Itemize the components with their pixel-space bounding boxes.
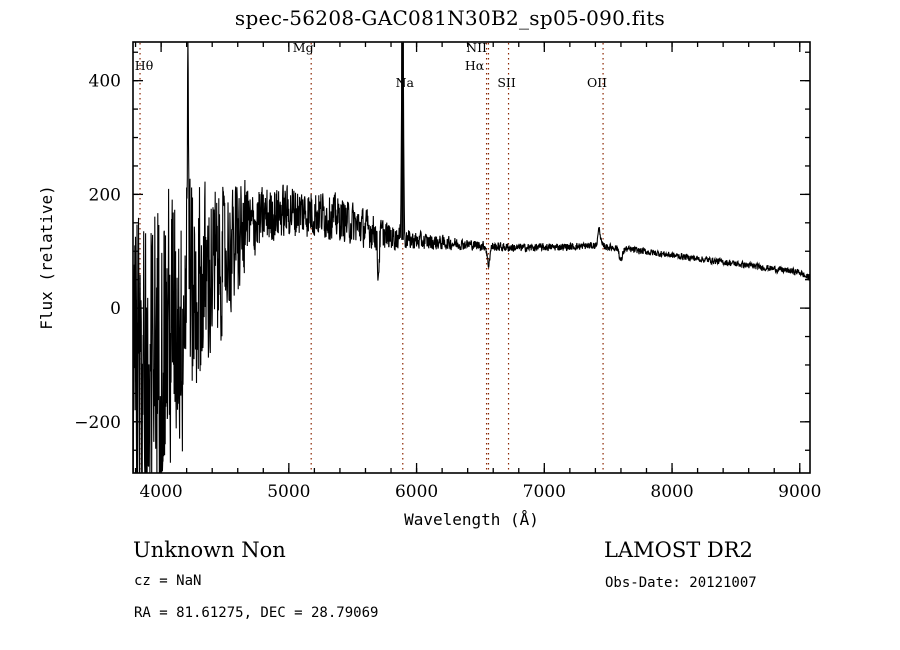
obs-date-text: Obs-Date: 20121007 (605, 575, 757, 591)
spectral-line-label-Hθ: Hθ (135, 58, 153, 73)
object-class-text: Unknown Non (133, 538, 286, 562)
y-tick-label: 400 (89, 72, 121, 92)
survey-name-text: LAMOST DR2 (604, 538, 753, 562)
y-tick-label: 200 (89, 185, 121, 205)
spectral-line-label-SII: SII (497, 75, 516, 90)
y-tick-label: 0 (110, 299, 121, 319)
x-tick-label: 8000 (650, 482, 693, 502)
x-tick-label: 5000 (267, 482, 310, 502)
y-axis-title: Flux (relative) (37, 185, 56, 330)
x-tick-label: 6000 (395, 482, 438, 502)
coordinates-text: RA = 81.61275, DEC = 28.79069 (134, 605, 379, 621)
x-tick-label: 9000 (778, 482, 821, 502)
spectral-line-label-NII: NII (466, 40, 487, 55)
spectrum-curve (133, 42, 810, 473)
spectral-line-label-Na: Na (396, 75, 415, 90)
x-axis-title: Wavelength (Å) (404, 510, 539, 529)
redshift-text: cz = NaN (134, 573, 202, 589)
spectral-line-label-Hα: Hα (465, 58, 485, 73)
plot-frame (132, 41, 811, 474)
page-title: spec-56208-GAC081N30B2_sp05-090.fits (234, 6, 666, 30)
y-tick-label: −200 (74, 413, 121, 433)
spectral-line-label-OII: OII (587, 75, 607, 90)
x-tick-label: 7000 (523, 482, 566, 502)
x-tick-label: 4000 (139, 482, 182, 502)
spectral-line-label-Mg: Mg (293, 40, 314, 55)
